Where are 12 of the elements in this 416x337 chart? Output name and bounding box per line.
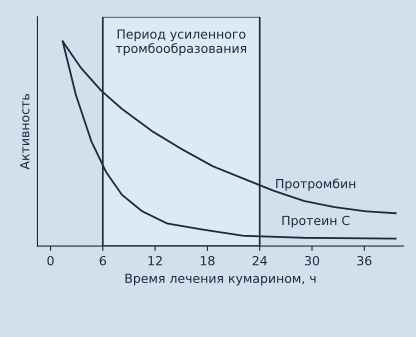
x-axis-title: Время лечения кумарином, ч (126, 274, 316, 286)
x-tick-label: 30 (305, 256, 320, 266)
x-tick-label: 12 (148, 256, 162, 266)
x-tick-label: 6 (100, 256, 106, 266)
x-tick-label: 36 (357, 256, 372, 266)
x-tick-label: 0 (47, 256, 54, 266)
x-tick-label: 24 (252, 256, 267, 266)
band-label: Период усиленного тромбообразования (116, 30, 246, 56)
series-label: Протеин С (282, 216, 350, 228)
y-axis-title: Активность (20, 94, 30, 170)
x-tick-label: 18 (200, 256, 215, 266)
series-label: Протромбин (276, 178, 356, 191)
